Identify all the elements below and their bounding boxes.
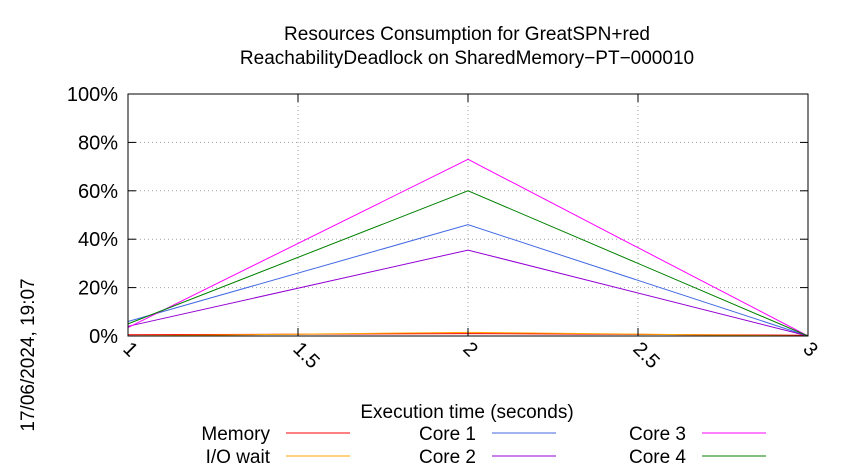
series-line-core-2: [127, 249, 809, 337]
chart-subtitle: ReachabilityDeadlock on SharedMemory−PT−…: [240, 48, 694, 69]
series-layer: [127, 158, 809, 337]
x-tick-label: 2.5: [628, 338, 663, 373]
x-tick-label: 2: [458, 338, 481, 361]
grid: [128, 94, 808, 336]
x-axis-title: Execution time (seconds): [360, 402, 573, 423]
timestamp: 17/06/2024, 19:07: [18, 278, 39, 431]
x-tick-label: 1: [118, 338, 141, 361]
y-tick-label: 60%: [78, 181, 118, 203]
x-tick-label: 1.5: [288, 338, 323, 373]
legend-label-memory: Memory: [201, 424, 270, 445]
y-tick-label: 20%: [78, 278, 118, 300]
y-tick-label: 0%: [89, 326, 118, 348]
series-line-core-1: [127, 224, 809, 337]
y-tick-label: 40%: [78, 229, 118, 251]
legend-label-core-2: Core 2: [419, 447, 476, 468]
legend-label-core-4: Core 4: [629, 447, 686, 468]
x-tick-label: 3: [798, 338, 821, 361]
y-tick-label: 100%: [67, 84, 118, 106]
series-line-core-3: [127, 158, 809, 337]
chart-title: Resources Consumption for GreatSPN+red: [284, 24, 650, 45]
y-tick-label: 80%: [78, 132, 118, 154]
legend-label-core-1: Core 1: [419, 424, 476, 445]
legend-label-core-3: Core 3: [629, 424, 686, 445]
x-ticks: 1 1.5 2 2.5 3: [118, 94, 822, 373]
series-line-core-4: [127, 190, 809, 337]
legend-label-i-o-wait: I/O wait: [206, 447, 271, 468]
y-ticks: 0% 20% 40% 60% 80% 100%: [67, 84, 808, 348]
